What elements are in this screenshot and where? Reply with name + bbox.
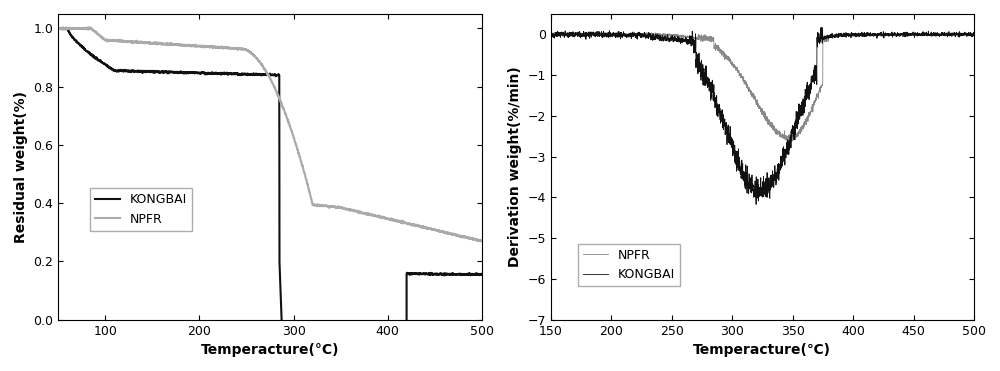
NPFR [960,32,972,37]
KONGBAI [258,72,270,76]
KONGBAI [725,145,737,150]
Y-axis label: Residual weight(%): Residual weight(%) [14,91,28,243]
NPFR [83,25,95,29]
KONGBAI [707,95,719,100]
KONGBAI [476,272,488,276]
KONGBAI [545,32,557,36]
Legend: NPFR, KONGBAI: NPFR, KONGBAI [578,244,680,286]
NPFR [914,33,926,37]
X-axis label: Temperacture(°C): Temperacture(°C) [201,343,339,357]
Legend: KONGBAI, NPFR: KONGBAI, NPFR [90,188,192,231]
NPFR [464,236,476,240]
NPFR [52,26,64,30]
NPFR [247,53,259,58]
KONGBAI [960,32,972,37]
Line: NPFR: NPFR [58,27,482,241]
KONGBAI [74,43,86,48]
Line: NPFR: NPFR [551,32,974,141]
KONGBAI [464,272,476,277]
KONGBAI [815,25,827,30]
NPFR [74,27,86,31]
NPFR [726,63,738,68]
NPFR [476,239,488,243]
KONGBAI [247,72,259,76]
NPFR [786,139,798,143]
NPFR [475,239,487,243]
NPFR [968,32,980,37]
KONGBAI [60,26,72,30]
NPFR [618,32,630,36]
KONGBAI [968,34,980,38]
KONGBAI [464,271,476,276]
NPFR [593,33,605,37]
KONGBAI [914,32,926,36]
Line: KONGBAI: KONGBAI [551,27,974,204]
NPFR [557,30,569,34]
NPFR [464,236,476,240]
KONGBAI [52,27,64,31]
NPFR [258,66,270,71]
KONGBAI [593,29,605,34]
KONGBAI [750,202,762,207]
X-axis label: Temperacture(℃): Temperacture(℃) [693,343,831,357]
NPFR [386,217,398,221]
NPFR [707,39,719,44]
NPFR [545,32,557,36]
KONGBAI [618,33,630,38]
Y-axis label: Derivation weight(%/min): Derivation weight(%/min) [508,66,522,267]
Line: KONGBAI: KONGBAI [58,28,482,371]
